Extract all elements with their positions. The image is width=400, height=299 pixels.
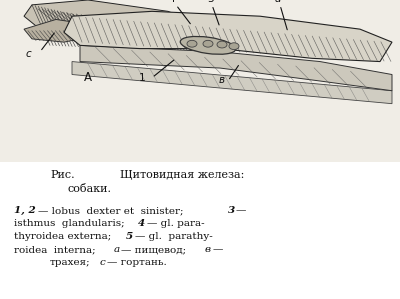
Text: thyroidea externa;: thyroidea externa; — [14, 232, 111, 241]
Text: a: a — [275, 0, 281, 4]
Text: 5: 5 — [207, 0, 213, 4]
Text: в: в — [205, 245, 211, 254]
Text: — gl. para-: — gl. para- — [147, 219, 205, 228]
Polygon shape — [24, 19, 96, 42]
Polygon shape — [24, 0, 208, 52]
Text: 1, 2: 1, 2 — [14, 206, 36, 215]
Text: — gl.  parathy-: — gl. parathy- — [135, 232, 213, 241]
Text: 3: 3 — [228, 206, 235, 215]
Text: roidea  interna;: roidea interna; — [14, 245, 96, 254]
Text: c: c — [100, 258, 106, 267]
Text: — lobus  dexter et  sinister;: — lobus dexter et sinister; — [38, 206, 184, 215]
Text: Рис.: Рис. — [50, 170, 75, 180]
Text: isthmus  glandularis;: isthmus glandularis; — [14, 219, 125, 228]
Polygon shape — [80, 45, 392, 91]
Polygon shape — [64, 11, 392, 62]
Text: 4: 4 — [169, 0, 175, 4]
Ellipse shape — [217, 41, 227, 48]
Text: —: — — [213, 245, 223, 254]
Ellipse shape — [203, 40, 213, 47]
Text: — пищевод;: — пищевод; — [121, 245, 186, 254]
Text: c: c — [25, 49, 31, 59]
Ellipse shape — [187, 40, 197, 47]
Text: 1: 1 — [139, 73, 145, 83]
Text: собаки.: собаки. — [68, 184, 112, 194]
Ellipse shape — [229, 43, 239, 50]
Text: — гортань.: — гортань. — [107, 258, 167, 267]
Polygon shape — [72, 62, 392, 104]
Text: —: — — [236, 206, 246, 215]
Text: в: в — [219, 75, 225, 86]
Text: a: a — [114, 245, 120, 254]
Text: 5: 5 — [126, 232, 133, 241]
Bar — [0, 0, 400, 162]
Text: A: A — [84, 71, 92, 84]
Text: трахея;: трахея; — [50, 258, 91, 267]
Text: 4: 4 — [138, 219, 145, 228]
Ellipse shape — [180, 36, 236, 54]
Text: Щитовидная железа:: Щитовидная железа: — [120, 170, 244, 180]
